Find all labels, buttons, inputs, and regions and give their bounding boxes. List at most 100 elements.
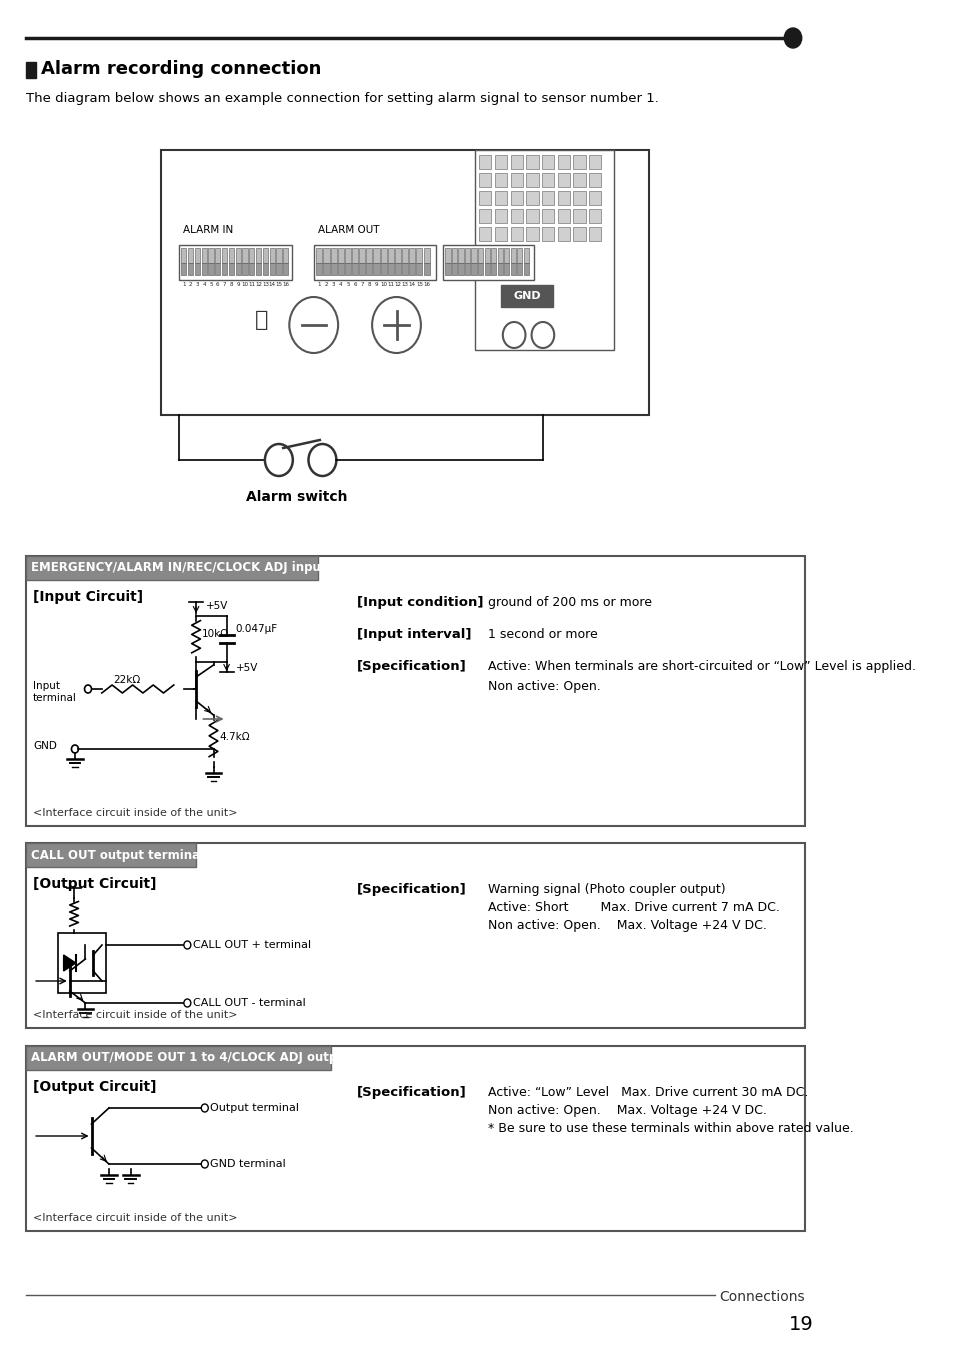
Bar [471, 263, 476, 275]
Circle shape [265, 444, 293, 477]
Bar [387, 248, 394, 263]
Text: * Be sure to use these terminals within above rated value.: * Be sure to use these terminals within … [488, 1122, 853, 1135]
Text: Warning signal (Photo coupler output): Warning signal (Photo coupler output) [488, 883, 725, 896]
Circle shape [289, 297, 337, 352]
Text: 7: 7 [360, 282, 364, 288]
Text: 11: 11 [248, 282, 255, 288]
Bar [484, 263, 489, 275]
Bar [26, 556, 804, 826]
Text: 12: 12 [254, 282, 262, 288]
Text: <Interface circuit inside of the unit>: <Interface circuit inside of the unit> [33, 1010, 237, 1021]
Bar [374, 263, 379, 275]
Text: 11: 11 [387, 282, 394, 288]
Bar [510, 190, 522, 205]
Bar [188, 263, 193, 275]
Bar [276, 263, 281, 275]
Text: EMERGENCY/ALARM IN/REC/CLOCK ADJ input terminals: EMERGENCY/ALARM IN/REC/CLOCK ADJ input t… [31, 562, 394, 575]
Bar [510, 248, 516, 263]
Text: Active: When terminals are short-circuited or “Low” Level is applied.: Active: When terminals are short-circuit… [488, 660, 915, 674]
Bar [26, 556, 317, 580]
Bar [194, 248, 200, 263]
Bar [345, 248, 351, 263]
Bar [478, 155, 491, 169]
Text: 9: 9 [375, 282, 378, 288]
Bar [478, 209, 491, 223]
Bar [283, 248, 288, 263]
Text: Alarm switch: Alarm switch [245, 490, 347, 504]
Text: 16: 16 [422, 282, 430, 288]
Bar [359, 248, 365, 263]
Bar [558, 190, 569, 205]
Bar [352, 263, 357, 275]
Bar [588, 173, 600, 188]
Bar [484, 248, 489, 263]
Bar [235, 248, 240, 263]
Bar [526, 155, 538, 169]
Text: +5V: +5V [206, 601, 228, 612]
Text: 8: 8 [367, 282, 371, 288]
Circle shape [85, 684, 91, 693]
Bar [242, 248, 248, 263]
Bar [526, 209, 538, 223]
Bar [573, 209, 585, 223]
Text: [Specification]: [Specification] [357, 660, 467, 674]
Bar [495, 155, 507, 169]
Bar [380, 248, 386, 263]
Bar [517, 263, 522, 275]
Bar [457, 248, 463, 263]
Text: 🔒: 🔒 [254, 310, 268, 329]
Text: The diagram below shows an example connection for setting alarm signal to sensor: The diagram below shows an example conne… [26, 92, 659, 105]
Bar [526, 190, 538, 205]
Bar [541, 173, 554, 188]
Bar [558, 209, 569, 223]
Bar [573, 190, 585, 205]
Bar [352, 248, 357, 263]
Text: ALARM IN: ALARM IN [183, 225, 233, 235]
Text: 3: 3 [195, 282, 199, 288]
Bar [270, 248, 274, 263]
Bar [276, 248, 281, 263]
Bar [541, 155, 554, 169]
Bar [255, 263, 261, 275]
Circle shape [308, 444, 336, 477]
Text: ALARM OUT/MODE OUT 1 to 4/CLOCK ADJ output terminals: ALARM OUT/MODE OUT 1 to 4/CLOCK ADJ outp… [31, 1052, 418, 1065]
Bar [181, 248, 186, 263]
Bar [452, 248, 456, 263]
Text: 0.047μF: 0.047μF [235, 624, 277, 634]
Text: 12: 12 [395, 282, 401, 288]
Bar [323, 248, 329, 263]
Text: 1: 1 [317, 282, 321, 288]
Bar [26, 842, 804, 1027]
Bar [270, 263, 274, 275]
Text: 16: 16 [282, 282, 289, 288]
Polygon shape [64, 954, 75, 971]
Bar [475, 150, 614, 350]
Bar [452, 263, 456, 275]
Circle shape [531, 323, 554, 348]
Bar [401, 248, 408, 263]
Bar [588, 190, 600, 205]
Text: 10: 10 [241, 282, 249, 288]
Text: Alarm recording connection: Alarm recording connection [41, 59, 321, 78]
Bar [495, 227, 507, 242]
Bar [387, 263, 394, 275]
Bar [235, 263, 240, 275]
Bar [345, 263, 351, 275]
Bar [262, 263, 268, 275]
Bar [229, 263, 233, 275]
Text: [Output Circuit]: [Output Circuit] [33, 1080, 156, 1094]
Bar [222, 263, 227, 275]
Bar [573, 173, 585, 188]
Bar [423, 263, 429, 275]
Bar [457, 263, 463, 275]
Bar [201, 248, 207, 263]
Bar [416, 263, 422, 275]
Bar [477, 263, 483, 275]
Bar [178, 244, 292, 279]
Text: ground of 200 ms or more: ground of 200 ms or more [488, 595, 651, 609]
Bar [359, 263, 365, 275]
Bar [323, 263, 329, 275]
Text: Non active: Open.    Max. Voltage +24 V DC.: Non active: Open. Max. Voltage +24 V DC. [488, 1104, 766, 1116]
Bar [316, 263, 322, 275]
Bar [500, 285, 553, 306]
